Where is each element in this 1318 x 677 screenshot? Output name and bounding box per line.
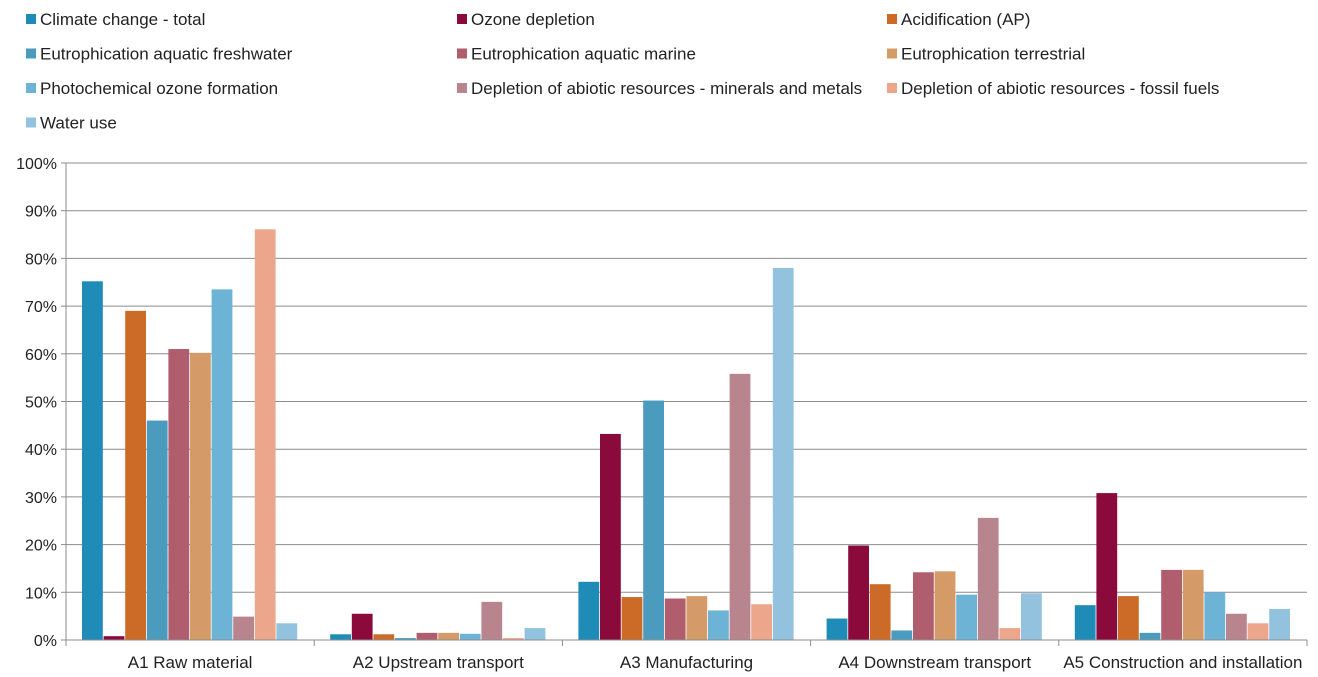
bar	[211, 289, 233, 640]
bar	[772, 267, 794, 640]
x-tick-label: A1 Raw material	[128, 653, 253, 672]
legend-swatch	[26, 14, 36, 24]
legend-swatch	[887, 83, 897, 93]
bar	[848, 545, 869, 640]
y-tick-label: 100%	[16, 156, 57, 173]
gridlines	[66, 162, 1307, 641]
bar	[1247, 623, 1269, 640]
legend-swatch	[457, 14, 467, 24]
bar	[103, 636, 125, 640]
bar	[459, 633, 481, 640]
bar	[233, 616, 254, 640]
legend-label: Depletion of abiotic resources - mineral…	[471, 79, 862, 98]
legend-label: Eutrophication aquatic freshwater	[40, 45, 293, 64]
bar	[934, 571, 956, 640]
bar	[729, 373, 751, 640]
legend-swatch	[26, 83, 36, 93]
y-tick-label: 20%	[25, 538, 57, 555]
y-tick-label: 70%	[25, 299, 57, 316]
legend-swatch	[457, 83, 467, 93]
bar	[1074, 605, 1096, 640]
bar	[503, 638, 524, 640]
legend-label: Climate change - total	[40, 10, 205, 29]
x-tick-label: A2 Upstream transport	[353, 653, 524, 672]
bar	[82, 281, 103, 640]
x-tick-label: A5 Construction and installation	[1063, 653, 1302, 672]
y-axis: 0% 10% 20% 30% 40% 50% 60% 70% 80% 90% 100%	[16, 156, 67, 650]
x-tick-label: A4 Downstream transport	[838, 653, 1031, 672]
bar	[1226, 613, 1247, 640]
bar	[621, 597, 643, 640]
bar	[686, 596, 708, 640]
y-tick-label: 30%	[25, 490, 57, 507]
y-tick-label: 40%	[25, 442, 57, 459]
bar	[351, 613, 373, 640]
legend-swatch	[26, 48, 36, 59]
legend-swatch	[457, 48, 467, 59]
y-tick-label: 90%	[25, 204, 57, 221]
bar	[869, 584, 891, 640]
x-axis: A1 Raw material A2 Upstream transport A3 M…	[65, 639, 1308, 672]
legend: Climate change - total Ozone depletion Aci…	[26, 10, 1219, 133]
bar	[1269, 608, 1290, 640]
legend-label: Eutrophication aquatic marine	[471, 45, 696, 64]
bar	[1139, 632, 1161, 640]
bar	[125, 310, 146, 640]
bar	[891, 630, 913, 640]
y-tick-label: 10%	[25, 585, 57, 602]
bar	[395, 638, 416, 640]
bar	[416, 632, 438, 640]
legend-swatch	[887, 48, 897, 59]
bar	[751, 604, 772, 640]
bar	[1118, 596, 1139, 640]
y-tick-label: 0%	[34, 633, 57, 650]
legend-swatch	[887, 14, 897, 24]
bars	[82, 229, 1290, 641]
legend-label: Depletion of abiotic resources - fossil …	[901, 79, 1219, 98]
bar	[913, 572, 934, 640]
bar	[524, 628, 546, 640]
legend-label: Eutrophication terrestrial	[901, 45, 1085, 64]
y-tick-label: 50%	[25, 395, 57, 412]
legend-label: Photochemical ozone formation	[40, 79, 278, 98]
bar	[826, 618, 848, 640]
bar	[664, 598, 686, 640]
bar	[956, 594, 977, 640]
bar	[708, 610, 729, 640]
bar	[1204, 592, 1226, 640]
bar	[643, 400, 664, 640]
y-tick-label: 60%	[25, 347, 57, 364]
bar	[373, 634, 395, 640]
bar	[438, 632, 459, 640]
legend-label: Ozone depletion	[471, 10, 595, 29]
bar	[254, 229, 276, 641]
bar	[1096, 493, 1118, 640]
bar	[190, 352, 211, 640]
bar	[600, 433, 621, 640]
bar	[330, 634, 351, 640]
bar	[146, 420, 168, 640]
bar	[276, 623, 298, 640]
bar	[977, 517, 999, 640]
bar	[999, 628, 1021, 640]
legend-label: Water use	[40, 114, 117, 133]
bar	[168, 349, 190, 640]
bar	[1161, 569, 1182, 640]
legend-label: Acidification (AP)	[901, 10, 1030, 29]
bar	[1021, 593, 1042, 640]
legend-swatch	[26, 117, 36, 128]
bar	[578, 581, 600, 640]
x-tick-label: A3 Manufacturing	[620, 653, 753, 672]
bar	[1182, 569, 1204, 640]
bar	[481, 601, 503, 640]
y-tick-label: 80%	[25, 251, 57, 268]
